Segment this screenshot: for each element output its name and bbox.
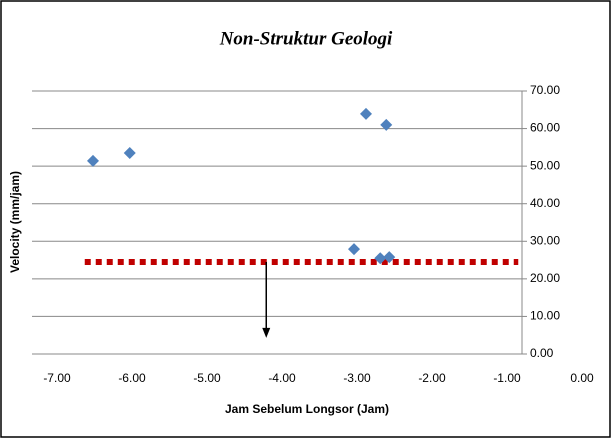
arrow-head: [262, 327, 271, 338]
y-tick-label: 40.00: [530, 196, 560, 210]
x-tick-label: -2.00: [418, 371, 446, 385]
point: [374, 252, 387, 265]
x-tick-label: -3.00: [343, 371, 371, 385]
point: [360, 107, 372, 120]
x-tick-label: 0.00: [570, 371, 594, 385]
y-axis-title: Velocity (mm/jam): [8, 171, 22, 273]
point: [383, 251, 396, 264]
point: [380, 118, 393, 131]
x-tick-label: -1.00: [493, 371, 521, 385]
point: [348, 243, 360, 256]
y-tick-label: 20.00: [530, 271, 560, 285]
y-tick-label: 0.00: [530, 346, 554, 360]
x-tick-label: -7.00: [43, 371, 71, 385]
x-tick-label: -5.00: [193, 371, 221, 385]
x-tick-label: -4.00: [268, 371, 296, 385]
y-tick-label: 70.00: [530, 83, 560, 97]
point: [87, 154, 99, 167]
y-tick-label: 50.00: [530, 158, 560, 172]
x-axis-title: Jam Sebelum Longsor (Jam): [225, 402, 389, 416]
x-tick-label: -6.00: [118, 371, 146, 385]
point: [123, 146, 136, 159]
y-tick-label: 60.00: [530, 121, 560, 135]
y-tick-label: 30.00: [530, 233, 560, 247]
chart-title: Non-Struktur Geologi: [219, 28, 393, 49]
y-tick-label: 10.00: [530, 309, 560, 323]
